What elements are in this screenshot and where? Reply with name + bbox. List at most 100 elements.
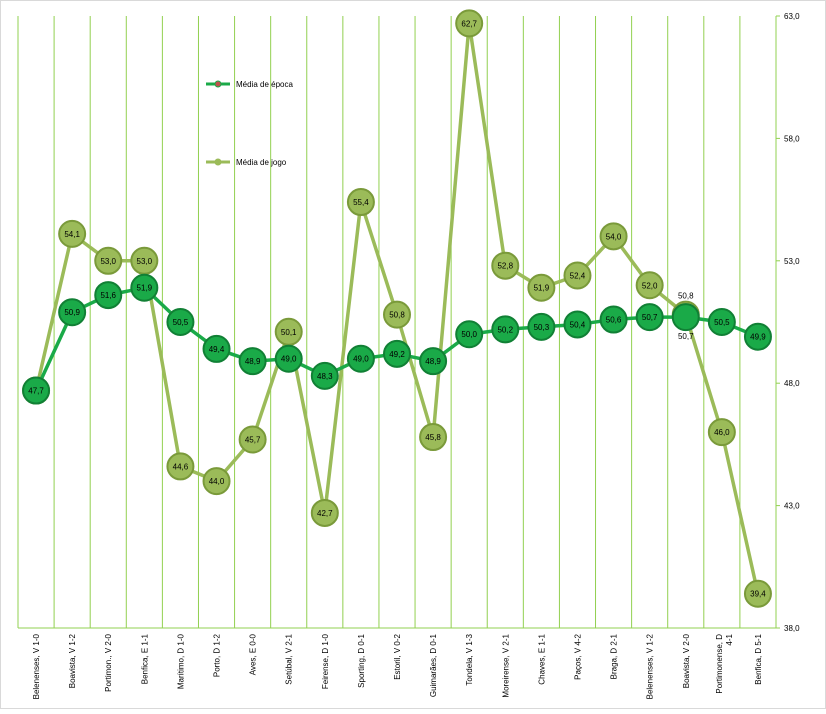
data-label: 52,4: [570, 271, 586, 280]
data-label: 50,2: [497, 325, 513, 334]
data-label: 52,8: [497, 262, 513, 271]
x-tick-label: Guimarães, D 0-1: [429, 633, 438, 697]
data-point-season: [310, 361, 339, 390]
x-tick-label-text: Feirense, D 1-0: [321, 633, 330, 689]
y-tick-label: 63,0: [784, 12, 800, 21]
data-label: 44,6: [173, 462, 189, 471]
data-label: 49,0: [353, 355, 369, 364]
x-tick-label-text: Portimon., V 2-0: [104, 633, 113, 691]
data-point-game: [527, 273, 556, 302]
data-point-game: [419, 423, 448, 452]
x-tick-label-text: Paços, V 4-2: [573, 633, 582, 679]
data-label: 50,5: [714, 318, 730, 327]
x-tick-label-line: Portimonense, D: [715, 634, 724, 694]
x-tick-label: Moreirense, V 2-1: [501, 633, 510, 697]
data-point-season: [166, 308, 195, 336]
x-tick-label: Setúbal, V 2-1: [285, 633, 294, 684]
data-point-season: [707, 308, 736, 336]
x-tick-label: Belenenses, V 1-0: [32, 633, 41, 699]
data-point-season: [671, 303, 700, 332]
data-label: 50,1: [281, 328, 297, 337]
data-label: 53,0: [137, 257, 153, 266]
data-label: 47,7: [28, 387, 44, 396]
data-label: 50,4: [570, 320, 586, 329]
x-tick-label-text: Benfica, D 5-1: [754, 633, 763, 684]
x-tick-label-text: Sporting, D 0-1: [357, 633, 366, 687]
data-point-season: [202, 334, 231, 363]
x-tick-label: Portimonense, D 4-1: [715, 633, 734, 693]
data-point-game: [238, 425, 267, 454]
y-tick-label: 58,0: [784, 134, 800, 143]
data-label: 51,9: [137, 284, 153, 293]
x-tick-label-text: Moreirense, V 2-1: [501, 633, 510, 697]
data-label: 45,7: [245, 436, 261, 445]
data-point-game: [166, 452, 195, 481]
x-tick-label: Feirense, D 1-0: [321, 633, 330, 689]
data-point-game: [94, 246, 123, 275]
data-point-game: [563, 261, 592, 290]
x-tick-label: Aves, E 0-0: [249, 633, 258, 675]
x-tick-label: Braga, D 2-1: [610, 633, 619, 679]
x-tick-label-text: Estoril, V 0-2: [393, 633, 402, 679]
data-label: 49,2: [389, 350, 405, 359]
x-tick-label: Portimon., V 2-0: [104, 633, 113, 691]
data-point-game: [58, 219, 87, 248]
data-point-game: [491, 251, 520, 280]
data-label: 48,9: [245, 357, 261, 366]
x-tick-label-text: Setúbal, V 2-1: [285, 633, 294, 684]
data-label: 49,4: [209, 345, 225, 354]
x-tick-label-text: Guimarães, D 0-1: [429, 633, 438, 697]
x-tick-label: Paços, V 4-2: [573, 633, 582, 679]
x-tick-label: Tondela, V 1-3: [465, 633, 474, 685]
y-tick-label: 38,0: [784, 624, 800, 633]
data-label: 50,7: [642, 313, 658, 322]
data-label: 45,8: [425, 433, 441, 442]
data-point-season: [22, 376, 51, 405]
data-point-season: [527, 312, 556, 341]
data-point-game: [383, 300, 411, 329]
data-label: 50,3: [534, 323, 550, 332]
x-tick-label: Chaves, E 1-1: [537, 633, 546, 684]
x-tick-label-text: Belenenses, V 1-0: [32, 633, 41, 699]
data-label: 48,9: [425, 357, 441, 366]
data-label: 62,7: [461, 19, 477, 28]
data-label: 50,5: [173, 318, 189, 327]
data-point-season: [419, 347, 448, 376]
data-point-season: [238, 347, 267, 376]
x-tick-label: Benfica, E 1-1: [140, 633, 149, 684]
data-label: 51,6: [100, 291, 116, 300]
x-tick-label-text: Porto, D 1-2: [213, 633, 222, 677]
x-tick-label-text: Chaves, E 1-1: [537, 633, 546, 684]
x-tick-label-text: Benfica, E 1-1: [140, 633, 149, 684]
data-point-game: [707, 418, 736, 447]
data-label: 48,3: [317, 372, 333, 381]
x-tick-label-text: Marítimo, D 1-0: [176, 633, 185, 689]
data-label: 50,0: [461, 330, 477, 339]
x-tick-label-text: Boavista, V 2-0: [682, 633, 691, 688]
data-label: 51,9: [534, 284, 550, 293]
x-tick-label-text: Boavista, V 1-2: [68, 633, 77, 688]
data-point-game: [346, 188, 375, 217]
data-point-game: [599, 222, 628, 251]
x-tick-label: Benfica, D 5-1: [754, 633, 763, 684]
data-label: 50,8: [389, 311, 405, 320]
data-point-game: [743, 579, 772, 608]
data-point-game: [455, 9, 484, 38]
legend-label: Média de jogo: [236, 158, 287, 167]
x-tick-label: Marítimo, D 1-0: [176, 633, 185, 689]
legend-swatch-marker: [214, 80, 222, 88]
data-point-game: [202, 467, 231, 496]
x-tick-label-text: Belenenses, V 1-2: [646, 633, 655, 699]
x-tick-label: Boavista, V 2-0: [682, 633, 691, 688]
data-point-season: [346, 344, 375, 373]
y-tick-label: 53,0: [784, 257, 800, 266]
x-tick-label: Porto, D 1-2: [213, 633, 222, 677]
data-label: 49,0: [281, 355, 297, 364]
y-tick-label: 43,0: [784, 502, 800, 511]
data-point-season: [563, 310, 592, 339]
x-tick-label: Boavista, V 1-2: [68, 633, 77, 688]
data-point-game: [310, 498, 339, 527]
